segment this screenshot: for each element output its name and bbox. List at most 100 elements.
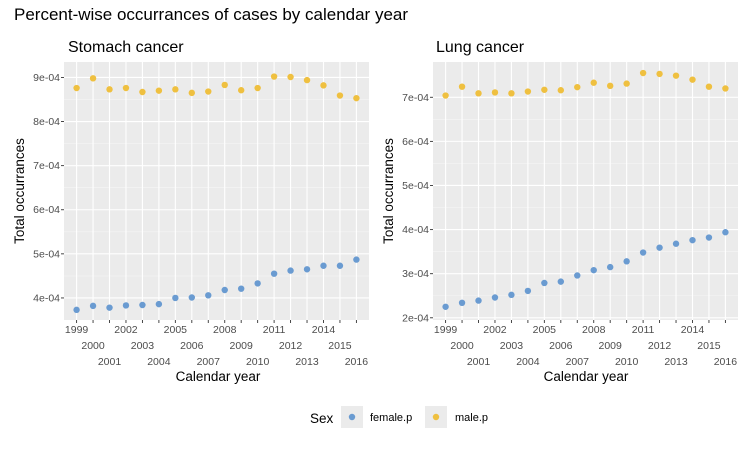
data-point-male-p: [336, 92, 344, 99]
data-point-male-p: [524, 88, 532, 95]
plot-background: [433, 62, 738, 320]
x-tick-label: 2004: [516, 356, 540, 368]
x-tick-label: 1999: [434, 324, 458, 336]
data-point-male-p: [689, 76, 696, 83]
y-tick-label: 6e-04: [402, 136, 429, 148]
y-tick-label: 5e-04: [33, 248, 60, 260]
data-point-female-p: [524, 287, 532, 295]
x-tick-label: 2014: [681, 324, 705, 336]
plot-stomach: 4e-04 5e-04 6e-04 7e-04 8e-04 9e-04 1999 2000 20…: [33, 62, 369, 368]
data-point-male-p: [491, 89, 499, 96]
x-tick-label: 2012: [648, 340, 672, 352]
data-point-male-p: [458, 83, 466, 90]
data-point-female-p: [221, 286, 228, 294]
x-tick-label: 2005: [164, 324, 188, 336]
data-point-male-p: [254, 84, 261, 92]
data-point-male-p: [623, 80, 630, 87]
y-tick-label: 4e-04: [402, 224, 429, 236]
chart-title: Percent-wise occurrances of cases by cal…: [14, 5, 408, 24]
data-point-male-p: [155, 87, 163, 94]
y-tick-label: 9e-04: [33, 72, 60, 84]
data-point-female-p: [188, 294, 196, 301]
data-point-female-p: [287, 267, 294, 274]
data-point-female-p: [442, 303, 449, 310]
x-tick-label: 2010: [615, 356, 639, 368]
y-tick-label: 8e-04: [33, 116, 60, 128]
y-tick-label: 4e-04: [33, 292, 60, 304]
data-point-male-p: [73, 84, 80, 92]
x-tick-label: 1999: [65, 324, 89, 336]
data-point-male-p: [639, 69, 647, 77]
data-point-male-p: [442, 92, 449, 99]
x-tick-label: 2009: [230, 340, 254, 352]
y-tick-label: 3e-04: [402, 268, 429, 280]
data-point-male-p: [188, 89, 196, 97]
x-tick-label: 2013: [295, 356, 319, 368]
legend-label-male: male.p: [455, 412, 488, 424]
legend-point-female: [348, 413, 356, 421]
data-point-female-p: [722, 229, 729, 236]
data-point-female-p: [303, 266, 311, 273]
data-point-male-p: [705, 83, 713, 90]
data-point-female-p: [458, 299, 466, 306]
x-tick-label: 2002: [114, 324, 138, 336]
data-point-female-p: [336, 262, 344, 269]
data-point-female-p: [475, 297, 482, 304]
x-tick-label: 2014: [312, 324, 336, 336]
data-point-male-p: [574, 83, 581, 91]
data-point-female-p: [705, 234, 713, 241]
data-point-male-p: [122, 84, 130, 92]
y-tick-label: 7e-04: [33, 160, 60, 172]
data-point-female-p: [205, 292, 212, 299]
data-point-male-p: [590, 79, 597, 86]
x-tick-label: 2011: [632, 324, 655, 336]
data-point-female-p: [639, 249, 647, 256]
data-point-female-p: [172, 294, 179, 302]
x-tick-label: 2008: [582, 324, 606, 336]
data-point-male-p: [303, 76, 311, 84]
data-point-female-p: [590, 266, 597, 274]
x-tick-label: 2005: [533, 324, 557, 336]
x-tick-label: 2001: [98, 356, 122, 368]
data-point-female-p: [320, 262, 327, 269]
data-point-female-p: [557, 278, 565, 285]
x-tick-label: 2007: [566, 356, 590, 368]
data-point-male-p: [237, 87, 245, 94]
data-point-female-p: [139, 301, 146, 309]
x-axis-title-lung: Calendar year: [544, 369, 629, 384]
data-point-male-p: [205, 88, 212, 95]
data-point-female-p: [106, 304, 113, 311]
data-point-male-p: [287, 73, 294, 81]
x-tick-label: 2010: [246, 356, 270, 368]
data-point-male-p: [320, 82, 327, 89]
data-point-female-p: [508, 291, 515, 299]
x-tick-label: 2009: [599, 340, 623, 352]
data-point-female-p: [541, 279, 548, 287]
data-point-female-p: [574, 272, 581, 279]
y-tick-label: 5e-04: [402, 180, 429, 192]
data-point-male-p: [541, 86, 548, 93]
data-point-male-p: [172, 86, 179, 93]
data-point-female-p: [122, 302, 130, 309]
x-tick-label: 2016: [345, 356, 369, 368]
y-tick-label: 7e-04: [402, 92, 429, 104]
data-point-male-p: [656, 70, 663, 78]
data-point-female-p: [491, 294, 499, 301]
data-point-female-p: [606, 263, 614, 271]
data-point-male-p: [270, 73, 278, 80]
data-point-female-p: [254, 280, 261, 287]
data-point-male-p: [722, 85, 729, 92]
panel-stomach: Stomach cancer Calendar year Total occur…: [12, 39, 261, 384]
x-tick-label: 2000: [81, 340, 105, 352]
data-point-male-p: [221, 81, 228, 89]
x-tick-label: 2015: [328, 340, 352, 352]
data-point-male-p: [353, 94, 360, 102]
x-tick-label: 2000: [450, 340, 474, 352]
y-axis-title-lung: Total occurrances: [381, 138, 396, 244]
x-tick-label: 2007: [197, 356, 221, 368]
data-point-male-p: [508, 90, 515, 97]
x-tick-label: 2016: [714, 356, 738, 368]
legend-point-male: [432, 413, 440, 421]
legend: Sex female.p male.p: [310, 406, 488, 428]
